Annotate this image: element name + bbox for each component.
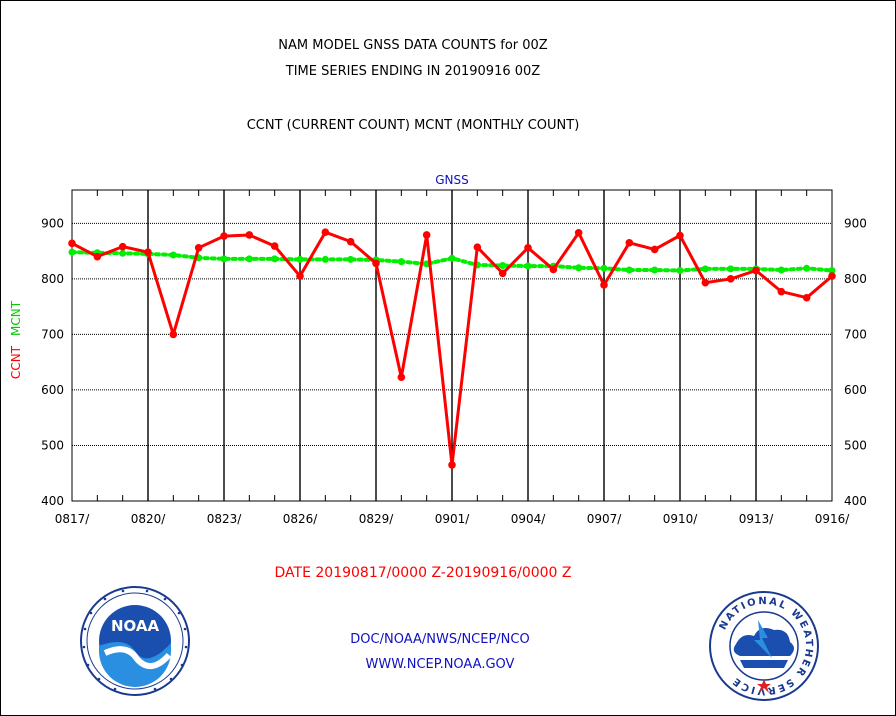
x-tick-label: 0829/: [359, 512, 395, 526]
data-point-ccnt: [220, 232, 228, 240]
chart-title-line-1: NAM MODEL GNSS DATA COUNTS for 00Z: [278, 38, 548, 53]
data-point-mcnt: [625, 266, 633, 274]
data-point-mcnt: [321, 255, 329, 263]
data-point-ccnt: [726, 275, 735, 283]
data-point-ccnt: [321, 228, 330, 237]
data-point-mcnt: [777, 266, 785, 274]
data-point-mcnt: [727, 265, 735, 273]
data-point-ccnt: [574, 228, 583, 237]
data-point-ccnt: [701, 278, 710, 287]
data-point-ccnt: [448, 461, 456, 469]
y-tick-label-left: 900: [41, 216, 64, 230]
y-tick-label-left: 400: [41, 494, 64, 508]
data-point-ccnt: [270, 242, 279, 250]
axis-layer: 400 400 500 500 600 600 700 700 800 800 900 900 0817…: [41, 189, 867, 526]
y-axis-label-ccnt: CCNT: [9, 345, 23, 379]
y-tick-label-right: 800: [844, 272, 867, 286]
y-axis-label-mcnt: MCNT: [9, 300, 23, 336]
data-point-mcnt: [271, 255, 279, 263]
data-point-ccnt: [346, 237, 355, 246]
credit-line-2: WWW.NCEP.NOAA.GOV: [365, 657, 515, 672]
series-layer: [68, 228, 836, 469]
data-point-ccnt: [828, 272, 836, 280]
data-point-ccnt: [93, 252, 102, 261]
data-point-mcnt: [296, 255, 304, 263]
y-tick-label-right: 700: [844, 327, 867, 341]
data-point-ccnt: [498, 269, 507, 278]
data-point-mcnt: [676, 267, 684, 275]
data-point-ccnt: [524, 243, 532, 252]
data-point-mcnt: [68, 248, 76, 256]
data-point-ccnt: [777, 287, 786, 296]
svg-text:CCNTMCNT: CCNT MCNT: [9, 300, 23, 379]
data-point-mcnt: [651, 266, 659, 274]
chart-subtitle: CCNT (CURRENT COUNT) MCNT (MONTHLY COUNT…: [246, 118, 580, 133]
x-tick-label: 0916/: [815, 512, 851, 526]
x-tick-label: 0907/: [587, 512, 623, 526]
data-point-ccnt: [625, 238, 634, 247]
data-point-ccnt: [600, 281, 608, 289]
data-point-mcnt: [600, 264, 608, 272]
data-point-mcnt: [575, 264, 583, 272]
data-point-ccnt: [144, 248, 152, 256]
data-point-mcnt: [701, 265, 709, 273]
credit-line-1: DOC/NOAA/NWS/NCEP/NCO: [350, 632, 530, 647]
data-point-ccnt: [422, 231, 431, 239]
data-point-ccnt: [676, 231, 684, 240]
data-point-ccnt: [118, 242, 127, 251]
data-point-ccnt: [549, 265, 558, 274]
x-tick-label: 0826/: [283, 512, 319, 526]
data-point-ccnt: [169, 330, 178, 339]
x-tick-label: 0823/: [207, 512, 243, 526]
data-point-ccnt: [473, 243, 482, 252]
y-tick-label-right: 500: [844, 438, 867, 452]
data-point-ccnt: [194, 243, 203, 252]
y-tick-label-left: 700: [41, 327, 64, 341]
noaa-logo: NOAA: [80, 586, 190, 696]
data-point-mcnt: [347, 255, 355, 263]
data-point-mcnt: [828, 267, 836, 275]
data-point-mcnt: [245, 255, 253, 263]
chart-title-line-2: TIME SERIES ENDING IN 20190916 00Z: [285, 64, 541, 79]
x-tick-label: 0820/: [131, 512, 167, 526]
data-point-ccnt: [752, 266, 760, 275]
data-point-mcnt: [499, 262, 507, 270]
plot-title: GNSS: [435, 173, 469, 187]
data-point-ccnt: [68, 239, 76, 248]
y-tick-label-right: 400: [844, 494, 867, 508]
x-tick-label: 0901/: [435, 512, 471, 526]
data-point-mcnt: [803, 264, 811, 272]
data-point-mcnt: [119, 249, 127, 257]
x-tick-label: 0904/: [511, 512, 547, 526]
data-point-ccnt: [397, 373, 406, 381]
x-tick-label: 0913/: [739, 512, 775, 526]
y-tick-label-right: 600: [844, 383, 867, 397]
y-tick-label-left: 500: [41, 438, 64, 452]
data-point-ccnt: [296, 272, 304, 280]
y-tick-label-right: 900: [844, 216, 867, 230]
data-point-mcnt: [397, 258, 405, 266]
nws-logo: NATIONAL WEATHER SERVICE: [709, 591, 819, 701]
grid-layer: [72, 190, 832, 501]
data-point-mcnt: [169, 251, 177, 259]
data-point-ccnt: [245, 231, 254, 239]
x-tick-label: 0817/: [55, 512, 91, 526]
y-tick-label-left: 800: [41, 272, 64, 286]
noaa-logo-text: NOAA: [111, 617, 160, 635]
date-range-label: DATE 20190817/0000 Z-20190916/0000 Z: [274, 565, 572, 581]
data-point-mcnt: [220, 255, 228, 263]
y-tick-label-left: 600: [41, 383, 64, 397]
x-tick-label: 0910/: [663, 512, 699, 526]
data-point-mcnt: [448, 254, 456, 262]
data-point-ccnt: [802, 293, 811, 302]
data-point-mcnt: [524, 262, 532, 270]
data-point-ccnt: [650, 245, 659, 254]
data-point-ccnt: [372, 259, 380, 268]
y-axis-label: CCNT MCNT: [9, 300, 23, 379]
